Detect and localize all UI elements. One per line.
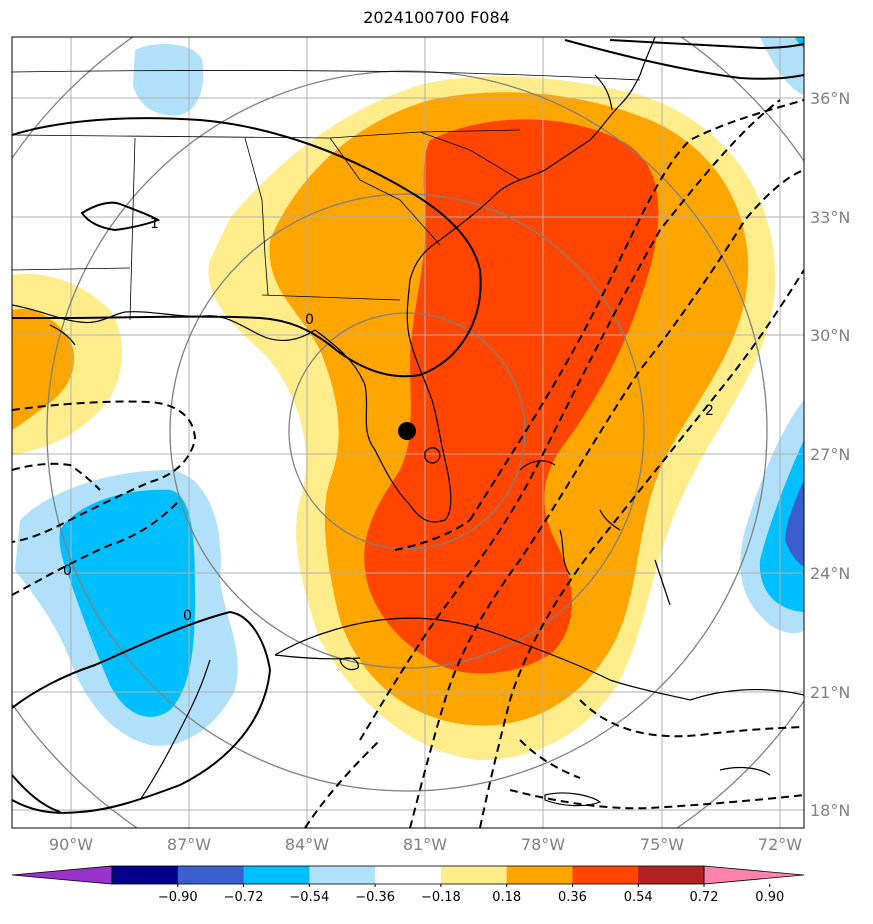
colorbar-tick-label: −0.90 <box>158 890 198 905</box>
lon-label-87w: 87°W <box>167 835 211 854</box>
solid-contours <box>12 39 804 814</box>
colorbar-tick-label: −0.18 <box>421 890 461 905</box>
contour-label-0-west: 0 <box>63 563 72 579</box>
colorbar-segment <box>638 866 705 884</box>
lat-label-30n: 30°N <box>810 326 850 345</box>
contour-label-0-south: 0 <box>183 608 192 624</box>
colorbar-tick-label: 0.54 <box>624 890 653 905</box>
lon-label-75w: 75°W <box>640 835 684 854</box>
lon-label-81w: 81°W <box>403 835 447 854</box>
colorbar-extend-max <box>703 865 805 885</box>
contour-label-1: 1 <box>150 216 159 232</box>
latitude-axis: 36°N 33°N 30°N 27°N 24°N 21°N 18°N <box>810 89 850 820</box>
dashed-contours <box>12 99 804 828</box>
lon-label-72w: 72°W <box>758 835 802 854</box>
lon-label-78w: 78°W <box>521 835 565 854</box>
shade-red-orange-region <box>364 119 659 674</box>
colorbar-segment <box>112 866 179 884</box>
colorbar-tick-label: 0.90 <box>755 890 784 905</box>
lon-label-84w: 84°W <box>285 835 329 854</box>
colorbar-tick-label: 0.72 <box>690 890 719 905</box>
colorbar-segment <box>440 866 508 884</box>
lat-label-27n: 27°N <box>810 445 850 464</box>
shade-blue-east <box>759 440 804 612</box>
colorbar-segment <box>309 866 376 884</box>
graticule <box>12 37 804 828</box>
shade-light-blue-ne <box>760 37 804 95</box>
colorbar-outline <box>111 865 705 885</box>
lat-label-33n: 33°N <box>810 208 850 227</box>
contour-label-0-gulf: 0 <box>305 312 314 328</box>
colorbar-tick-label: 0.36 <box>558 890 587 905</box>
longitude-axis: 90°W 87°W 84°W 81°W 78°W 75°W 72°W <box>49 835 802 854</box>
colorbar-segment <box>375 866 442 884</box>
lat-label-21n: 21°N <box>810 683 850 702</box>
contour-label-2: 2 <box>705 403 714 419</box>
lon-label-90w: 90°W <box>49 835 93 854</box>
map-title: 2024100700 F084 <box>363 8 510 27</box>
colorbar-segment <box>243 866 310 884</box>
shade-blue-gulf <box>59 489 196 717</box>
colorbar-tick-label: 0.18 <box>492 890 521 905</box>
coastlines <box>12 37 804 807</box>
lat-label-36n: 36°N <box>810 89 850 108</box>
colorbar-tick-label: −0.54 <box>289 890 329 905</box>
colorbar-segment <box>572 866 639 884</box>
plot-frame <box>11 36 805 829</box>
lat-label-18n: 18°N <box>810 801 850 820</box>
colorbar: −0.90 −0.72 −0.54 −0.36 −0.18 0.18 0.36 0.54 0.7… <box>11 865 805 905</box>
shade-royal-blue-east <box>785 480 804 567</box>
colorbar-segment <box>177 866 245 884</box>
storm-center-dot <box>398 422 416 440</box>
colorbar-tick-label: −0.36 <box>355 890 395 905</box>
colorbar-extend-min <box>11 865 113 885</box>
colorbar-tick-label: −0.72 <box>224 890 264 905</box>
lat-label-24n: 24°N <box>810 564 850 583</box>
colorbar-segment <box>506 866 573 884</box>
